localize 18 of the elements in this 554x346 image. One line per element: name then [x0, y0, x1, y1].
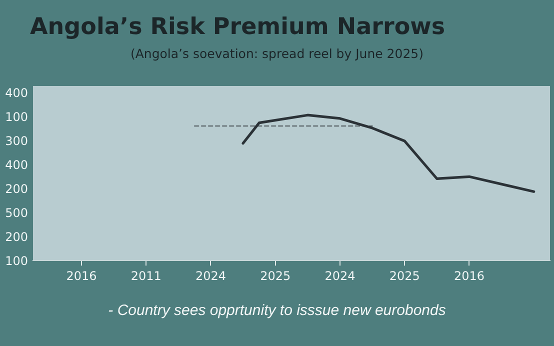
x-tick-label: 2011: [130, 268, 162, 283]
text: - Country sees opprtunity to isssue new eurobonds: [107, 302, 447, 319]
x-tick-label: 2016: [454, 268, 484, 283]
x-tick-label: 2024: [324, 268, 356, 283]
text: 300: [4, 134, 28, 148]
x-tick-label: 2024: [195, 268, 226, 283]
text: 400: [4, 158, 28, 172]
text: 500: [4, 206, 28, 220]
x-tick-label: 2025: [260, 268, 291, 283]
text: 100: [4, 254, 28, 268]
text: 200: [4, 230, 28, 244]
x-tick-label: 2025: [389, 268, 420, 283]
chart-subtitle: (Angola’s soevation: spread reel by June 2025): [129, 46, 424, 61]
text: 400: [4, 86, 28, 100]
text: 100: [4, 110, 28, 124]
text: 200: [4, 182, 28, 196]
x-tick-label: 2016: [66, 268, 97, 283]
chart-title: Angola’s Risk Premium Narrows: [30, 14, 446, 40]
